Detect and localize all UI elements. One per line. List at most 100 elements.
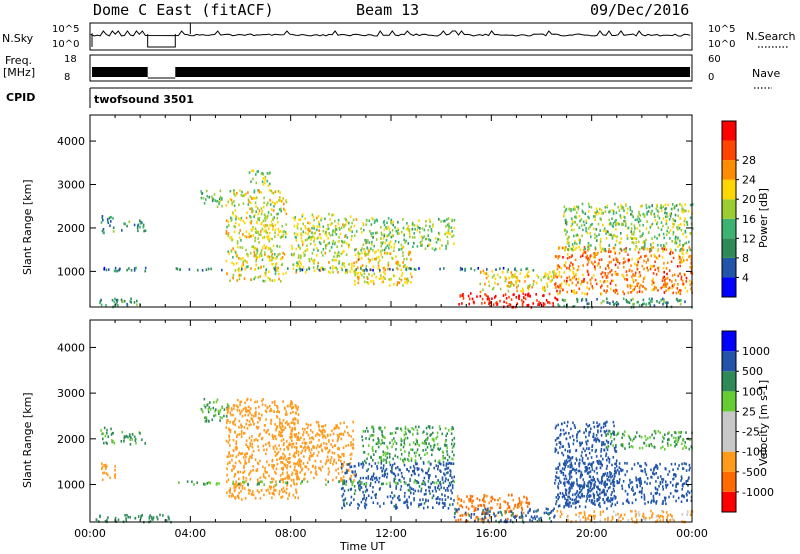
power-cell bbox=[666, 229, 668, 233]
power-cell bbox=[650, 211, 652, 215]
power-cell bbox=[683, 273, 686, 277]
power-cell bbox=[644, 247, 646, 250]
power-cell bbox=[677, 290, 680, 294]
power-cell bbox=[685, 241, 688, 245]
power-cell bbox=[335, 258, 337, 262]
power-cell bbox=[690, 258, 693, 261]
power-cell bbox=[279, 191, 281, 194]
velocity-cell bbox=[389, 432, 392, 435]
power-cell bbox=[678, 254, 680, 258]
velocity-cell bbox=[585, 429, 587, 433]
power-cell bbox=[126, 304, 129, 308]
power-cell bbox=[405, 227, 408, 231]
power-cell bbox=[674, 237, 677, 240]
power-cell bbox=[488, 284, 491, 288]
power-cell bbox=[667, 301, 669, 305]
velocity-cell bbox=[348, 463, 350, 466]
power-cell bbox=[206, 194, 209, 198]
power-cell bbox=[578, 226, 581, 229]
velocity-cell bbox=[414, 443, 417, 446]
velocity-cell bbox=[391, 491, 393, 494]
velocity-cell bbox=[288, 475, 291, 479]
power-cell bbox=[360, 267, 362, 270]
velocity-cell bbox=[415, 425, 417, 429]
velocity-cell bbox=[235, 486, 237, 489]
power-cell bbox=[637, 251, 640, 254]
velocity-cell bbox=[133, 435, 136, 439]
power-cell bbox=[691, 227, 694, 230]
power-cell bbox=[582, 211, 584, 214]
velocity-cell bbox=[238, 491, 240, 495]
power-cell bbox=[250, 267, 252, 270]
velocity-cell bbox=[248, 473, 250, 476]
power-cell bbox=[419, 227, 421, 230]
velocity-cell bbox=[231, 458, 233, 462]
power-cell bbox=[270, 208, 273, 211]
velocity-cell bbox=[344, 497, 347, 501]
x-axis-label: Time UT bbox=[340, 540, 386, 553]
velocity-cell bbox=[338, 432, 341, 436]
power-cell bbox=[112, 226, 115, 229]
power-cell bbox=[355, 230, 358, 233]
velocity-cell bbox=[665, 502, 667, 506]
power-cell bbox=[387, 225, 390, 229]
power-cell bbox=[494, 281, 496, 285]
velocity-cell bbox=[257, 426, 260, 429]
velocity-cell bbox=[455, 509, 457, 513]
power-cell bbox=[319, 242, 322, 245]
velocity-cell bbox=[430, 482, 432, 486]
power-cell bbox=[592, 286, 594, 290]
power-cell bbox=[557, 256, 559, 260]
velocity-cell bbox=[575, 468, 578, 471]
power-cell bbox=[272, 263, 274, 266]
velocity-cell bbox=[296, 482, 298, 486]
power-ytick-label: 1000 bbox=[57, 265, 85, 278]
velocity-cell bbox=[259, 497, 262, 500]
power-cell bbox=[581, 234, 583, 238]
power-cell bbox=[642, 212, 645, 216]
power-cell bbox=[616, 292, 619, 295]
velocity-cell bbox=[232, 482, 234, 486]
power-cell bbox=[617, 260, 619, 263]
velocity-cell bbox=[249, 489, 251, 492]
velocity-cell bbox=[227, 405, 230, 409]
velocity-cell bbox=[557, 486, 560, 490]
power-cell bbox=[221, 204, 223, 208]
nsky-top-tick: 10^5 bbox=[52, 24, 80, 35]
power-cell bbox=[563, 205, 566, 209]
power-cell bbox=[656, 205, 658, 208]
velocity-cell bbox=[284, 463, 287, 467]
power-cell bbox=[571, 222, 574, 226]
power-cell bbox=[232, 212, 234, 216]
velocity-cell bbox=[655, 463, 657, 467]
velocity-cell bbox=[255, 469, 258, 472]
velocity-cell bbox=[214, 413, 217, 417]
power-cell bbox=[606, 280, 609, 283]
velocity-cell bbox=[358, 484, 360, 487]
power-cell bbox=[662, 243, 665, 247]
velocity-cell bbox=[559, 441, 562, 444]
power-cell bbox=[582, 220, 585, 224]
power-cell bbox=[230, 198, 233, 202]
power-cell bbox=[633, 287, 636, 291]
velocity-cell bbox=[447, 489, 449, 492]
velocity-cell bbox=[596, 460, 598, 463]
power-cell bbox=[369, 259, 371, 262]
velocity-cell bbox=[139, 432, 141, 435]
velocity-cell bbox=[612, 497, 614, 500]
power-cell bbox=[236, 245, 239, 249]
velocity-cell bbox=[444, 444, 446, 447]
velocity-cell bbox=[106, 465, 108, 468]
power-cell bbox=[280, 207, 282, 211]
power-cell bbox=[245, 248, 247, 252]
power-cell bbox=[249, 251, 252, 255]
power-cell bbox=[414, 227, 416, 231]
velocity-cell bbox=[520, 503, 522, 507]
power-cell bbox=[447, 242, 449, 246]
power-cell bbox=[623, 209, 625, 212]
power-cell bbox=[623, 261, 625, 264]
power-cell bbox=[596, 298, 598, 301]
velocity-cell bbox=[341, 494, 344, 498]
velocity-cell bbox=[429, 434, 431, 437]
power-cell bbox=[349, 229, 351, 232]
